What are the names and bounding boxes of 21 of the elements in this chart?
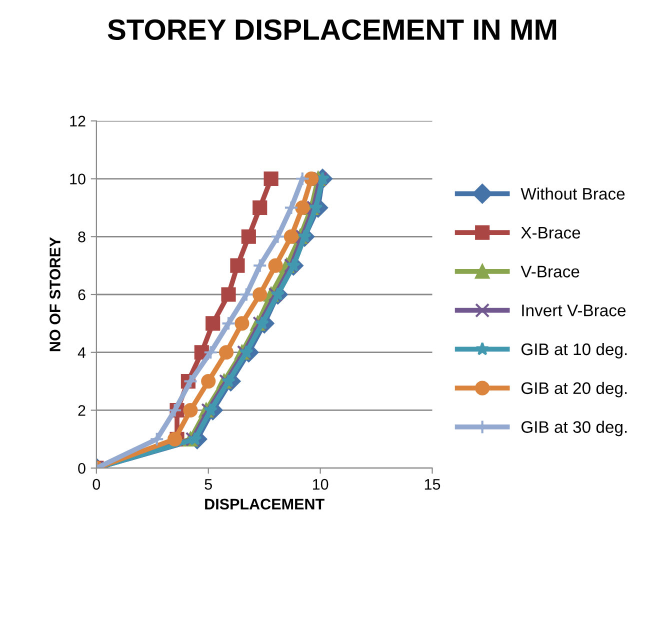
legend-label: X-Brace [521,226,580,239]
legend-label: GIB at 10 deg. [521,342,627,358]
legend-label: Invert V-Brace [522,304,626,316]
x-tick-label: 15 [424,479,440,490]
y-tick-label: 12 [70,116,86,126]
y-axis-title: NO OF STOREY [50,237,60,352]
legend-label: V-Brace [520,266,580,278]
chart-title: STOREY DISPLACEMENT IN MM [108,19,556,40]
y-tick-label: 0 [78,462,86,474]
legend-label: Without Brace [520,187,625,200]
y-tick-label: 8 [78,232,86,242]
y-tick-label: 10 [70,174,86,184]
x-axis-title: DISPLACEMENT [205,498,324,510]
y-tick-label: 2 [78,405,86,416]
legend-label: GIB at 30 deg. [521,420,627,436]
x-tick-label: 0 [92,478,100,490]
x-tick-label: 5 [204,479,212,490]
legend-label: GIB at 20 deg. [521,382,627,398]
y-tick-label: 4 [78,347,86,358]
y-tick-label: 6 [78,289,86,300]
x-tick-label: 10 [312,478,328,490]
